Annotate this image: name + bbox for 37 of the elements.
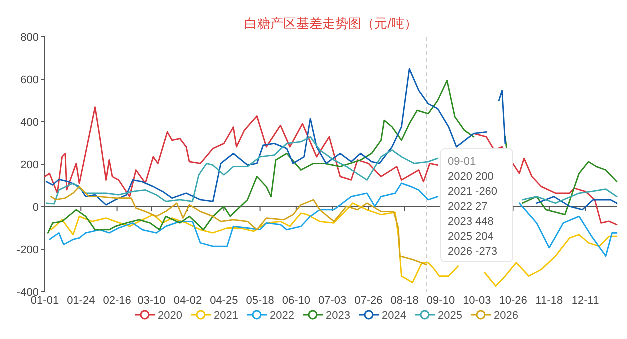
x-tick-label: 08-18: [390, 295, 419, 307]
x-tick-label: 12-11: [572, 295, 600, 307]
x-tick-label: 10-03: [463, 295, 492, 307]
x-tick-label: 02-16: [103, 295, 132, 307]
annotation: 2021 -260: [448, 186, 498, 198]
annotation: 2020 200: [448, 171, 494, 183]
annotation: 2023 448: [448, 216, 494, 228]
x-tick-label: 04-02: [174, 295, 202, 307]
y-tick-label: 600: [20, 74, 39, 86]
x-tick-label: 06-10: [282, 295, 310, 307]
legend-label: 2022: [270, 310, 294, 322]
x-tick-label: 05-18: [246, 295, 274, 307]
legend-label: 2026: [494, 310, 518, 322]
legend-label: 2025: [438, 310, 462, 322]
legend-label: 2023: [326, 310, 350, 322]
x-tick-label: 07-26: [354, 295, 383, 307]
x-tick-label: 10-26: [499, 295, 528, 307]
y-tick-label: 200: [20, 160, 39, 172]
x-tick-label: 07-03: [318, 295, 347, 307]
x-tick-label: 01-01: [30, 295, 60, 307]
annotation: 2025 204: [448, 231, 494, 243]
x-tick-label: 09-10: [426, 295, 456, 307]
chart-title: 白糖产区基差走势图（元/吨）: [244, 16, 418, 31]
legend-label: 2021: [214, 310, 238, 322]
annotation: 2022 27: [448, 201, 488, 213]
y-tick-label: 0: [32, 202, 39, 214]
y-tick-label: -200: [16, 244, 39, 256]
legend-label: 2020: [158, 310, 182, 322]
x-tick-label: 01-24: [67, 295, 96, 307]
y-tick-label: 400: [20, 117, 39, 129]
x-tick-label: 03-10: [138, 295, 166, 307]
x-tick-label: 11-18: [536, 295, 564, 307]
annotation: 09-01: [448, 156, 476, 168]
y-tick-label: 800: [20, 32, 39, 44]
x-tick-label: 04-25: [210, 295, 238, 307]
legend-label: 2024: [382, 310, 406, 322]
annotation: 2026 -273: [448, 246, 498, 258]
